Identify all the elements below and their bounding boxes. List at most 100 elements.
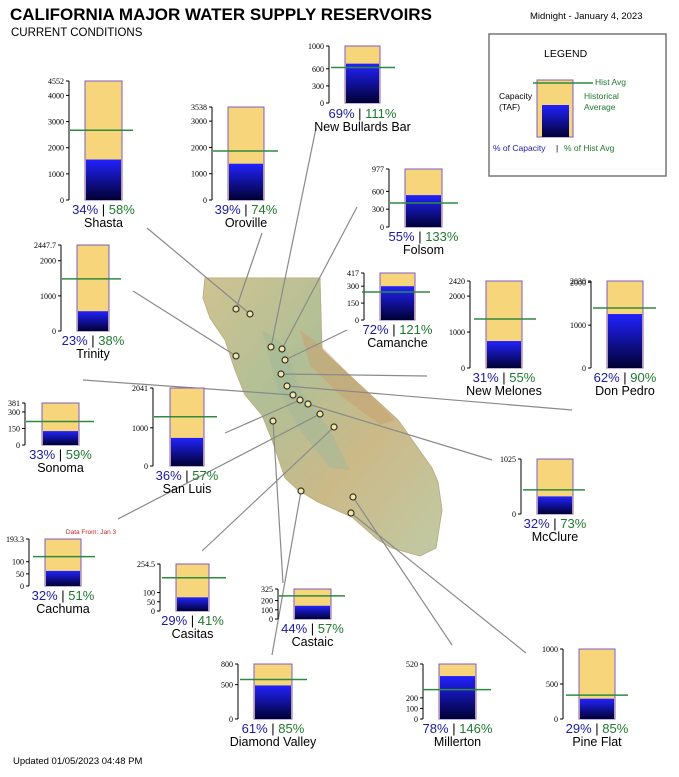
- tick-label: 2420: [449, 277, 465, 286]
- tick-label: 50: [147, 598, 155, 607]
- tick-label: 0: [461, 364, 465, 373]
- pct-hist: 57%: [318, 621, 344, 636]
- pct-separator: |: [592, 721, 603, 736]
- tick-label: 3538: [191, 103, 207, 112]
- tick-label: 1000: [191, 170, 207, 179]
- tick-label: 0: [554, 715, 558, 724]
- marker-shasta: [246, 310, 254, 318]
- reservoir-name-camanche: Camanche: [367, 336, 427, 350]
- tick-label: 0: [144, 462, 148, 471]
- pct-label-pine-flat: 29% | 85%: [566, 721, 629, 736]
- pct-hist: 59%: [66, 447, 92, 462]
- legend-taf-label: (TAF): [499, 102, 520, 112]
- tick-label: 4552: [48, 77, 64, 86]
- pct-capacity: 39%: [215, 202, 241, 217]
- storage-bar-diamond-valley: [255, 685, 291, 719]
- marker-cachuma: [316, 410, 324, 418]
- tick-label: 0: [582, 364, 586, 373]
- tick-label: 2000: [449, 292, 465, 301]
- leader-line-diamond-valley: [271, 490, 302, 656]
- tick-label: 977: [372, 165, 384, 174]
- pct-label-trinity: 23% | 38%: [62, 333, 125, 348]
- leader-line-trinity: [132, 290, 237, 357]
- storage-bar-new-melones: [487, 341, 521, 368]
- pct-label-new-bullards-bar: 69% | 111%: [329, 106, 397, 121]
- pct-label-san-luis: 36% | 57%: [156, 468, 219, 483]
- storage-bar-don-pedro: [608, 314, 642, 368]
- pct-hist: 121%: [399, 322, 433, 337]
- pct-separator: |: [55, 447, 66, 462]
- tick-label: 0: [60, 196, 64, 205]
- tick-label: 1000: [40, 292, 56, 301]
- pct-label-new-melones: 31% | 55%: [473, 370, 536, 385]
- storage-bar-new-bullards-bar: [346, 63, 379, 103]
- reservoir-chart-diamond-valley: 0 500 800 61% | 85%Diamond Valley: [221, 660, 317, 749]
- data-note-cachuma: Data From: Jan 3: [66, 529, 117, 536]
- legend-pct-hist-label: % of Hist Avg: [564, 143, 615, 153]
- reservoir-chart-new-melones: 0 1000 2000 2420 31% | 55%New Melones: [449, 277, 542, 398]
- marker-sonoma: [289, 391, 297, 399]
- reservoir-chart-san-luis: 0 1000 2041 36% | 57%San Luis: [132, 384, 219, 496]
- tick-label: 4000: [48, 91, 64, 100]
- leader-lines: [82, 127, 573, 656]
- leader-line-new-melones: [280, 373, 428, 377]
- tick-label: 193.3: [6, 535, 24, 544]
- storage-bar-mcclure: [538, 496, 572, 514]
- legend-separator: |: [556, 143, 558, 153]
- pct-separator: |: [389, 322, 400, 337]
- tick-label: 300: [8, 408, 20, 417]
- pct-hist: 85%: [602, 721, 628, 736]
- tick-label: 2000: [570, 278, 586, 287]
- tick-label: 100: [261, 606, 273, 615]
- tick-label: 2000: [48, 144, 64, 153]
- legend-box: [488, 33, 667, 177]
- leader-line-castaic: [272, 420, 284, 584]
- marker-camanche: [281, 356, 289, 364]
- tick-label: 1000: [542, 645, 558, 654]
- pct-separator: |: [268, 721, 279, 736]
- leader-line-new-bullards-bar: [270, 127, 317, 348]
- pct-capacity: 78%: [423, 721, 449, 736]
- storage-bar-millerton: [440, 676, 475, 719]
- storage-bar-cachuma: [46, 570, 80, 586]
- pct-hist: 51%: [68, 588, 94, 603]
- tick-label: 1000: [132, 424, 148, 433]
- tick-label: 381: [8, 399, 20, 408]
- storage-bar-oroville: [229, 163, 263, 200]
- tick-label: 500: [546, 680, 558, 689]
- reservoir-chart-new-bullards-bar: 0 300 600 1000 69% | 111%New Bullards Bar: [308, 42, 411, 134]
- leader-line-shasta: [146, 227, 251, 315]
- storage-bar-folsom: [406, 195, 441, 227]
- pct-label-casitas: 29% | 41%: [161, 613, 224, 628]
- leader-line-folsom: [281, 206, 358, 350]
- reservoir-chart-shasta: 0 1000 2000 3000 4000 4552 34% | 58%Shasta: [48, 77, 135, 230]
- storage-bar-camanche: [381, 286, 414, 320]
- reservoir-name-don-pedro: Don Pedro: [595, 384, 655, 398]
- tick-label: 1000: [570, 321, 586, 330]
- legend-hist-avg-label: Hist Avg: [595, 77, 626, 87]
- pct-capacity: 33%: [29, 447, 55, 462]
- tick-label: 100: [406, 704, 418, 713]
- pct-capacity: 29%: [161, 613, 187, 628]
- marker-millerton: [349, 493, 357, 501]
- reservoir-name-trinity: Trinity: [76, 347, 110, 361]
- pct-hist: 73%: [560, 516, 586, 531]
- pct-separator: |: [88, 333, 99, 348]
- reservoir-name-mcclure: McClure: [532, 530, 579, 544]
- pct-label-don-pedro: 62% | 90%: [594, 370, 657, 385]
- reservoir-name-casitas: Casitas: [172, 627, 214, 641]
- marker-new-melones: [277, 370, 285, 378]
- page-subtitle: CURRENT CONDITIONS: [11, 27, 143, 39]
- tick-label: 2447.7: [34, 241, 56, 250]
- tick-label: 1000: [308, 42, 324, 51]
- reservoir-chart-trinity: 0 1000 2000 2447.7 23% | 38%Trinity: [34, 241, 125, 361]
- reservoir-name-millerton: Millerton: [434, 735, 481, 749]
- reservoir-name-new-melones: New Melones: [466, 384, 542, 398]
- tick-label: 3000: [48, 118, 64, 127]
- marker-diamond-valley: [297, 487, 305, 495]
- leader-line-don-pedro: [286, 385, 573, 411]
- pct-separator: |: [241, 202, 252, 217]
- pct-label-shasta: 34% | 58%: [72, 202, 135, 217]
